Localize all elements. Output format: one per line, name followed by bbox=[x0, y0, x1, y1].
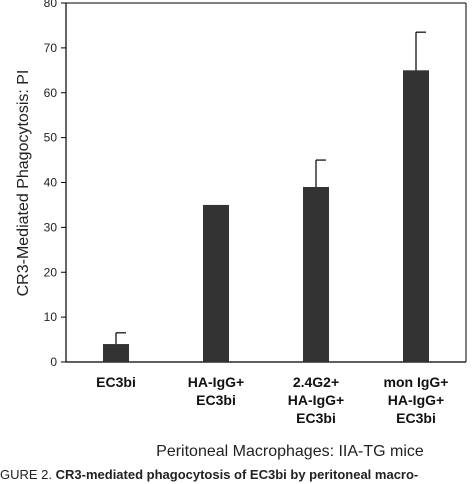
bar bbox=[203, 204, 229, 362]
y-axis-title: CR3-Mediated Phagocytosis: PI bbox=[15, 70, 32, 297]
y-tick-label: 70 bbox=[44, 41, 58, 55]
bar bbox=[303, 186, 329, 362]
figure-caption: GURE 2. CR3-mediated phagocytosis of EC3… bbox=[0, 467, 418, 482]
x-category-label: EC3bi bbox=[196, 392, 236, 408]
x-category-label: mon IgG+ bbox=[384, 374, 449, 390]
y-tick-label: 10 bbox=[44, 310, 58, 324]
y-tick-label: 80 bbox=[44, 0, 58, 10]
y-tick-label: 30 bbox=[44, 220, 58, 234]
x-category-label: 2.4G2+ bbox=[293, 374, 339, 390]
error-bar-group bbox=[115, 31, 426, 345]
x-category-label: HA-IgG+ bbox=[388, 392, 444, 408]
y-tick-label: 0 bbox=[50, 355, 57, 369]
y-tick-label: 50 bbox=[44, 131, 58, 145]
figure-caption-prefix: GURE 2. bbox=[0, 467, 56, 482]
y-tick-label: 40 bbox=[44, 176, 58, 190]
bar bbox=[103, 344, 129, 362]
chart-axes bbox=[61, 2, 467, 363]
y-tick-label: 20 bbox=[44, 265, 58, 279]
x-category-label: HA-IgG+ bbox=[188, 374, 244, 390]
x-category-label: EC3bi bbox=[396, 410, 436, 426]
x-category-label: EC3bi bbox=[296, 410, 336, 426]
x-category-labels: EC3bi HA-IgG+ EC3bi 2.4G2+ HA-IgG+ EC3bi mon I… bbox=[96, 374, 448, 426]
x-category-label: EC3bi bbox=[96, 374, 136, 390]
figure-caption-title: CR3-mediated phagocytosis of EC3bi by pe… bbox=[55, 467, 419, 482]
x-axis-title: Peritoneal Macrophages: IIA-TG mice bbox=[156, 443, 424, 460]
bar bbox=[403, 70, 429, 362]
y-tick-label: 60 bbox=[44, 86, 58, 100]
y-tick-labels: 0 10 20 30 40 50 60 70 80 bbox=[44, 0, 58, 369]
x-category-label: HA-IgG+ bbox=[288, 392, 344, 408]
bar-group bbox=[103, 70, 429, 362]
